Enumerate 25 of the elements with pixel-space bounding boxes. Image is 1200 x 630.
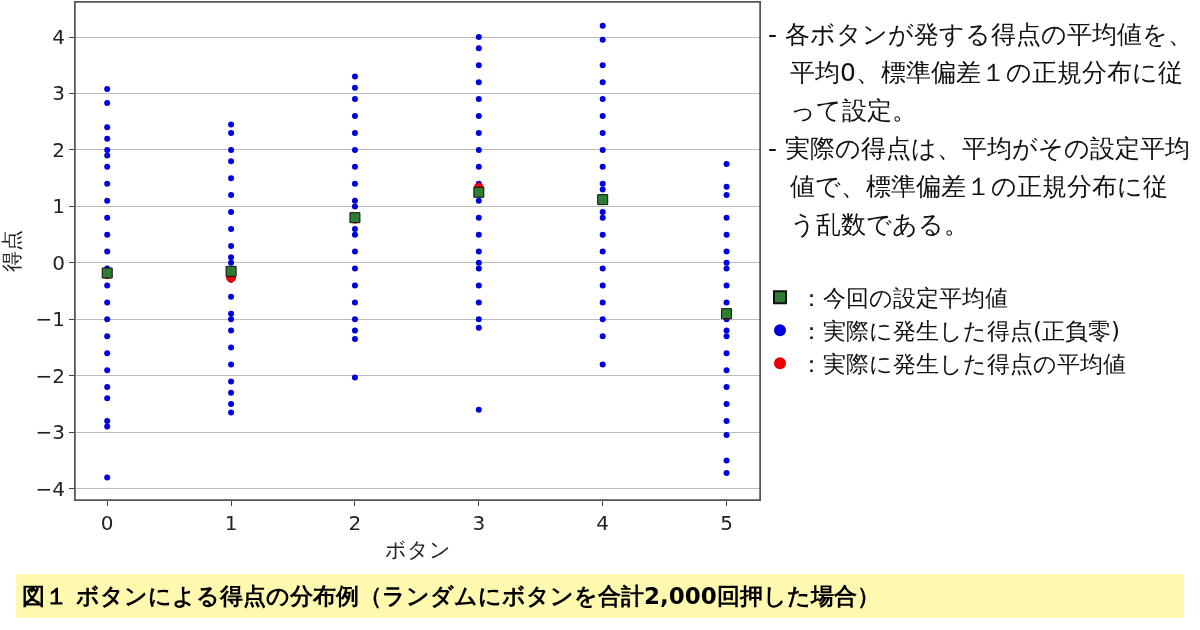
x-tick-label: 0	[100, 511, 114, 535]
y-tick-label: 4	[52, 25, 65, 50]
x-tick-label: 4	[596, 511, 610, 535]
y-tick-label: −1	[35, 307, 65, 332]
y-tick-label: 0	[52, 250, 65, 275]
x-axis-title: ボタン	[384, 538, 451, 563]
x-tick-label: 3	[472, 511, 486, 535]
y-tick-label: 3	[52, 81, 65, 106]
x-tick-label: 5	[720, 511, 733, 535]
legend-label: ：今回の設定平均値	[800, 285, 1008, 312]
point	[225, 265, 237, 277]
x-tick-label: 2	[348, 511, 362, 535]
legend-label: ：実際に発生した得点の平均値	[800, 351, 1126, 378]
text: - 実際の得点は、平均がその設定平均値で、標準偏差１の正規分布に従う乱数である。	[768, 133, 1191, 241]
y-tick-label: −4	[35, 476, 65, 501]
x-tick-label: 1	[224, 511, 238, 535]
y-tick-label: −2	[35, 363, 65, 388]
y-tick-label: 2	[52, 137, 65, 162]
y-tick-label: −3	[35, 420, 65, 445]
legend-label: ：実際に発生した得点(正負零)	[800, 318, 1120, 345]
y-axis-title: 得点	[0, 230, 24, 272]
text: 図１ ボタンによる得点の分布例（ランダムにボタンを合計2,000回押した場合）	[16, 574, 1184, 618]
y-tick-label: 1	[52, 194, 65, 219]
text: - 各ボタンが発する得点の平均値を、平均0、標準偏差１の正規分布に従って設定。	[768, 19, 1193, 127]
point	[473, 186, 485, 198]
